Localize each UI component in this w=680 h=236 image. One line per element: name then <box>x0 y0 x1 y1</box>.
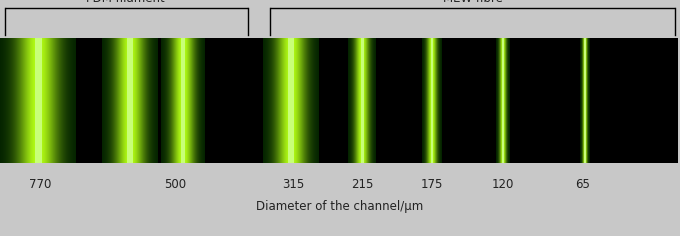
Text: 215: 215 <box>351 178 373 191</box>
Text: MEW fibre: MEW fibre <box>443 0 503 5</box>
Text: 770: 770 <box>29 178 51 191</box>
Text: Diameter of the channel/μm: Diameter of the channel/μm <box>256 200 424 213</box>
Text: 175: 175 <box>421 178 443 191</box>
Bar <box>2 38 678 163</box>
Text: 315: 315 <box>282 178 304 191</box>
Text: 120: 120 <box>492 178 514 191</box>
Text: 500: 500 <box>164 178 186 191</box>
Text: FDM filament: FDM filament <box>86 0 165 5</box>
Text: 65: 65 <box>575 178 590 191</box>
